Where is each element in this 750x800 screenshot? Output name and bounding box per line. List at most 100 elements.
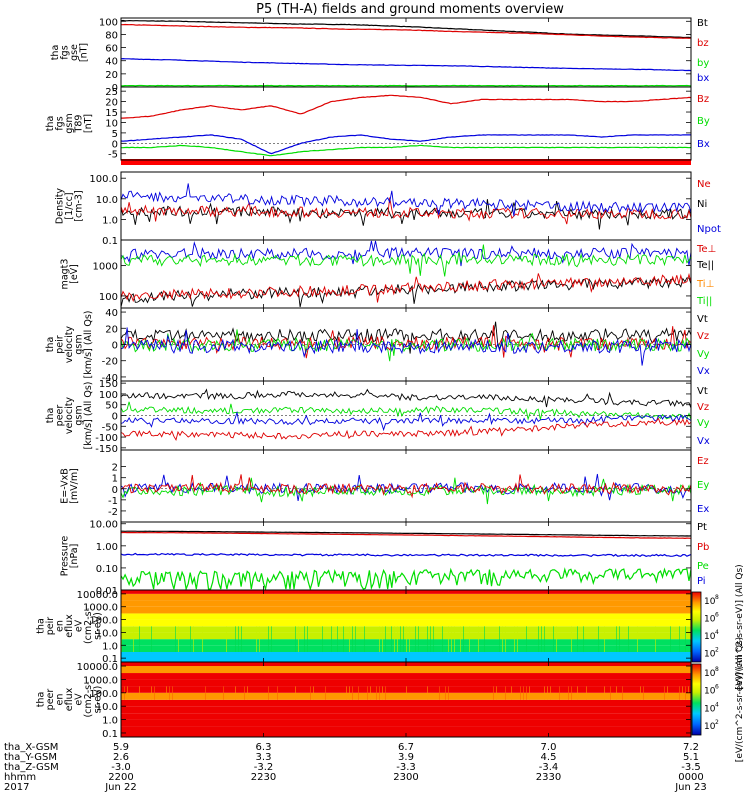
panel-temperature: Te⊥ Te|| Ti⊥ Ti|| 1000 100 magt3[eV] bbox=[59, 239, 716, 309]
y-axis-label: [cm-3] bbox=[74, 190, 85, 221]
y-axis-label: eflux bbox=[64, 687, 75, 711]
spectrogram-stripe bbox=[682, 686, 683, 700]
spectrogram-stripe bbox=[451, 626, 452, 652]
y-tick-label: -20 bbox=[102, 357, 118, 368]
series-line-ne bbox=[120, 197, 692, 225]
series-line-bz bbox=[121, 94, 692, 119]
y-tick-label: 0 bbox=[112, 83, 118, 94]
spectrogram-band bbox=[121, 726, 691, 737]
y-axis-label: [km/s] (All Qs) bbox=[83, 311, 94, 379]
y-tick-label: 50 bbox=[105, 401, 118, 412]
legend-label: Ni bbox=[697, 199, 707, 210]
time-row-label: hhmm bbox=[4, 772, 36, 783]
y-axis-label: tha bbox=[36, 618, 47, 634]
legend-label: By bbox=[697, 116, 710, 127]
series-line-npot bbox=[120, 183, 692, 217]
y-tick-label: 100 bbox=[99, 292, 118, 303]
spectrogram-band bbox=[121, 651, 691, 662]
spectrogram-stripe bbox=[604, 686, 605, 700]
spectrogram-band bbox=[121, 673, 691, 680]
y-axis-label: gse bbox=[69, 44, 80, 61]
y-axis-label: [km/s] (All Qs) bbox=[83, 382, 94, 450]
time-tick-x_gsm: 7.2 bbox=[683, 742, 699, 753]
y-tick-label: 10000.0 bbox=[77, 590, 118, 601]
y-axis-label: peir bbox=[45, 617, 56, 636]
spectrogram-stripe bbox=[205, 686, 206, 700]
y-axis-label: velocity bbox=[64, 326, 75, 364]
y-tick-label: 20 bbox=[105, 324, 118, 335]
spectrogram-stripe bbox=[172, 686, 173, 700]
spectrogram-stripe bbox=[526, 686, 527, 700]
time-tick-x_gsm: 6.3 bbox=[256, 742, 272, 753]
spectrogram-band bbox=[121, 606, 691, 614]
y-tick-label: 100 bbox=[99, 390, 118, 401]
spectrogram-stripe bbox=[295, 686, 296, 700]
spectrogram-stripe bbox=[655, 626, 656, 652]
legend-label: Bz bbox=[697, 94, 709, 105]
panel-frame bbox=[120, 171, 692, 241]
colorbar-tick-exponent: 6 bbox=[715, 611, 719, 618]
y-axis-label: tha bbox=[36, 692, 47, 708]
time-tick-hhmm: 2300 bbox=[393, 772, 418, 783]
y-tick-label: 100.0 bbox=[89, 616, 118, 627]
legend-label: Ne bbox=[697, 179, 711, 190]
time-tick-x_gsm: 6.7 bbox=[398, 742, 414, 753]
spectrogram-stripe bbox=[382, 686, 383, 700]
spectrogram-stripe bbox=[577, 686, 578, 700]
time-tick-y_gsm: 3.9 bbox=[398, 752, 414, 763]
series-line-pe bbox=[120, 567, 692, 592]
y-axis-label: peer bbox=[45, 689, 56, 711]
legend-label: Pb bbox=[697, 542, 709, 553]
spectrogram-stripe bbox=[547, 686, 548, 700]
spectrogram-stripe bbox=[379, 686, 380, 700]
y-tick-label: 1.0 bbox=[102, 215, 118, 226]
spectrogram-band bbox=[121, 600, 691, 607]
y-tick-label: 1000.0 bbox=[83, 603, 118, 614]
legend-label: Vz bbox=[697, 402, 709, 413]
legend-label: bz bbox=[697, 38, 709, 49]
series-line-vx bbox=[120, 410, 692, 432]
spectrogram-stripe bbox=[442, 626, 443, 652]
spectrogram-stripe bbox=[526, 626, 527, 652]
spectrogram-stripe bbox=[385, 686, 386, 700]
spectrogram-band bbox=[121, 706, 691, 714]
spectrogram-stripe bbox=[445, 686, 446, 700]
y-axis-label: T89 bbox=[74, 115, 85, 134]
time-tick-date: Jun 23 bbox=[674, 782, 707, 793]
y-tick-label: -1 bbox=[108, 496, 118, 507]
spectrogram-stripe bbox=[583, 626, 584, 652]
spectrogram-stripe bbox=[151, 626, 152, 652]
colorbar-strip bbox=[691, 663, 702, 736]
panel-stack: Btbzbybx100806040200thafgsgse[nT]BzByBx2… bbox=[36, 17, 721, 740]
spectrogram-stripe bbox=[241, 626, 242, 652]
spectrogram-stripe bbox=[244, 686, 245, 700]
spectrogram-stripe bbox=[322, 626, 323, 652]
y-tick-label: 0.10 bbox=[96, 564, 118, 575]
spectrogram-stripe bbox=[448, 626, 449, 652]
panel-pressure: Pt Pb Pe Pi 10.00 1.00 0.10 0.01 Pressure[nPa] bbox=[59, 520, 709, 597]
spectrogram-stripe bbox=[544, 626, 545, 652]
panel-density: Ne Ni Npot 100.0 10.0 1.0 0.1 Density[1/cc][cm-… bbox=[55, 171, 721, 247]
spectrogram-stripe bbox=[643, 686, 644, 700]
series-line-vt bbox=[120, 388, 692, 409]
series-line-vt bbox=[120, 321, 692, 354]
spectrogram-stripe bbox=[409, 626, 410, 652]
time-tick-date: Jun 22 bbox=[104, 782, 137, 793]
spectrogram-stripe bbox=[418, 626, 419, 652]
y-axis-label: E=-VxB bbox=[59, 468, 70, 503]
colorbar-tick-exponent: 4 bbox=[715, 701, 719, 708]
series-line-vy bbox=[120, 329, 692, 362]
spectrogram-stripe bbox=[517, 626, 518, 652]
y-tick-label: 10.0 bbox=[96, 195, 118, 206]
colorbar-tick-base: 10 bbox=[704, 704, 716, 714]
spectrogram-stripe bbox=[226, 626, 227, 652]
y-tick-label: 0 bbox=[112, 485, 118, 496]
spectrogram-stripe bbox=[202, 626, 203, 652]
figure-title: P5 (TH-A) fields and ground moments over… bbox=[256, 2, 564, 17]
spectrogram-stripe bbox=[550, 686, 551, 700]
time-tick-y_gsm: 5.1 bbox=[683, 752, 699, 763]
time-tick-y_gsm: 4.5 bbox=[541, 752, 557, 763]
spectrogram-stripe bbox=[379, 626, 380, 652]
spectrogram-stripe bbox=[193, 626, 194, 652]
